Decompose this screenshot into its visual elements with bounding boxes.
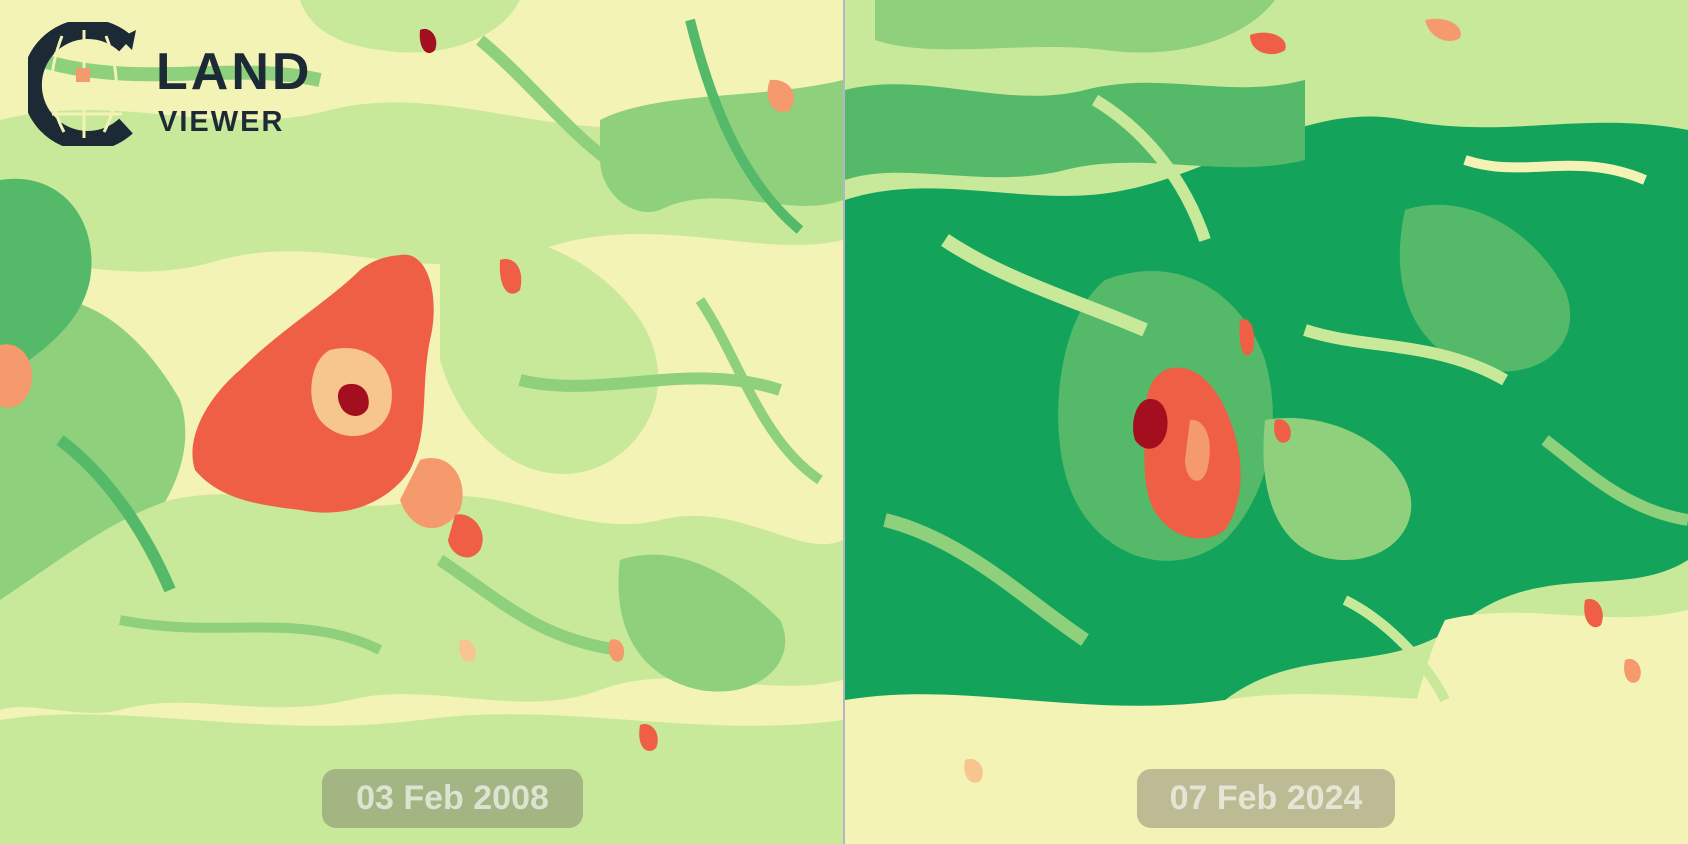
landviewer-logo[interactable]: LAND VIEWER <box>28 22 328 152</box>
map-panel-right[interactable] <box>845 0 1688 844</box>
map-panel-left[interactable] <box>0 0 843 844</box>
ndvi-map-2008 <box>0 0 843 844</box>
date-badge-left: 03 Feb 2008 <box>322 769 583 828</box>
ndvi-map-2024 <box>845 0 1688 844</box>
globe-grid-icon <box>28 22 136 146</box>
logo-word-viewer: VIEWER <box>158 106 285 138</box>
logo-word-land: LAND <box>156 43 313 101</box>
split-divider[interactable] <box>843 0 845 844</box>
date-badge-right: 07 Feb 2024 <box>1137 769 1395 828</box>
